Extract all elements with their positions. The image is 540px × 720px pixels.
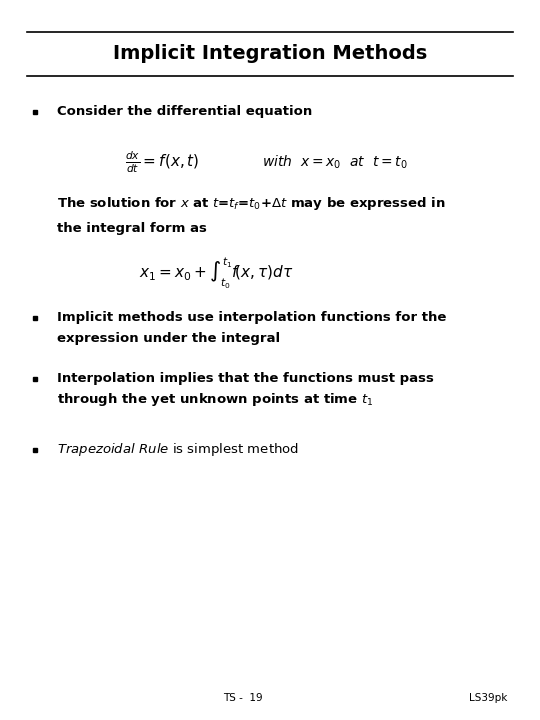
Text: the integral form as: the integral form as bbox=[57, 222, 207, 235]
Text: $\frac{dx}{dt} = f(x,t)$: $\frac{dx}{dt} = f(x,t)$ bbox=[125, 149, 199, 175]
Text: The solution for $x$ at $t$=$t_f$=$t_0$+$\Delta t$ may be expressed in: The solution for $x$ at $t$=$t_f$=$t_0$+… bbox=[57, 194, 445, 212]
Text: $\mathit{Trapezoidal\ Rule}$ is simplest method: $\mathit{Trapezoidal\ Rule}$ is simplest… bbox=[57, 441, 299, 459]
Text: TS -  19: TS - 19 bbox=[223, 693, 263, 703]
Text: Implicit methods use interpolation functions for the: Implicit methods use interpolation funct… bbox=[57, 311, 446, 324]
Text: Consider the differential equation: Consider the differential equation bbox=[57, 105, 312, 118]
Text: LS39pk: LS39pk bbox=[469, 693, 508, 703]
Text: expression under the integral: expression under the integral bbox=[57, 332, 280, 345]
Text: Interpolation implies that the functions must pass: Interpolation implies that the functions… bbox=[57, 372, 434, 385]
Text: $\mathit{with}\ \ x = x_0\ \ \mathit{at}\ \ t = t_0$: $\mathit{with}\ \ x = x_0\ \ \mathit{at}… bbox=[262, 153, 408, 171]
Text: $x_1 = x_0 + \int_{t_0}^{t_1} f\!\left(x, \tau\right) d\tau$: $x_1 = x_0 + \int_{t_0}^{t_1} f\!\left(x… bbox=[139, 256, 293, 292]
Text: Implicit Integration Methods: Implicit Integration Methods bbox=[113, 44, 427, 63]
Text: through the yet unknown points at time $t_1$: through the yet unknown points at time $… bbox=[57, 391, 373, 408]
